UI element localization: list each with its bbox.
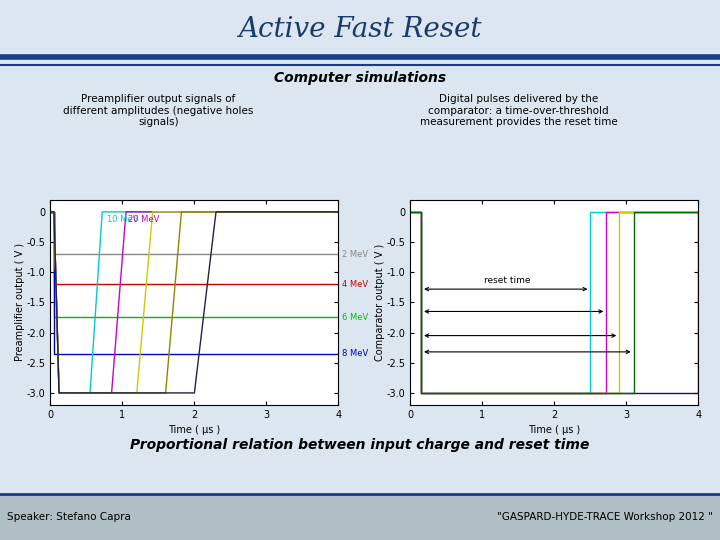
Text: 4 MeV: 4 MeV xyxy=(342,280,368,289)
X-axis label: Time ( μs ): Time ( μs ) xyxy=(168,426,220,435)
Text: reset time: reset time xyxy=(484,276,531,285)
Text: 6 MeV: 6 MeV xyxy=(342,313,368,322)
Text: 2 MeV: 2 MeV xyxy=(342,249,368,259)
Text: Proportional relation between input charge and reset time: Proportional relation between input char… xyxy=(130,438,590,453)
Text: 10 MeV: 10 MeV xyxy=(107,215,138,224)
Text: Preamplifier output signals of
different amplitudes (negative holes
signals): Preamplifier output signals of different… xyxy=(63,94,253,127)
X-axis label: Time ( μs ): Time ( μs ) xyxy=(528,426,580,435)
Text: 20 MeV: 20 MeV xyxy=(128,215,160,224)
Text: "GASPARD-HYDE-TRACE Workshop 2012 ": "GASPARD-HYDE-TRACE Workshop 2012 " xyxy=(497,512,713,522)
Text: Speaker: Stefano Capra: Speaker: Stefano Capra xyxy=(7,512,131,522)
Text: 8 MeV: 8 MeV xyxy=(342,349,368,358)
Text: Computer simulations: Computer simulations xyxy=(274,71,446,85)
Y-axis label: Preamplifier output ( V ): Preamplifier output ( V ) xyxy=(15,244,25,361)
Text: Active Fast Reset: Active Fast Reset xyxy=(238,16,482,43)
Text: Digital pulses delivered by the
comparator: a time-over-threshold
measurement pr: Digital pulses delivered by the comparat… xyxy=(420,94,617,127)
Y-axis label: Comparator output ( V ): Comparator output ( V ) xyxy=(375,244,385,361)
